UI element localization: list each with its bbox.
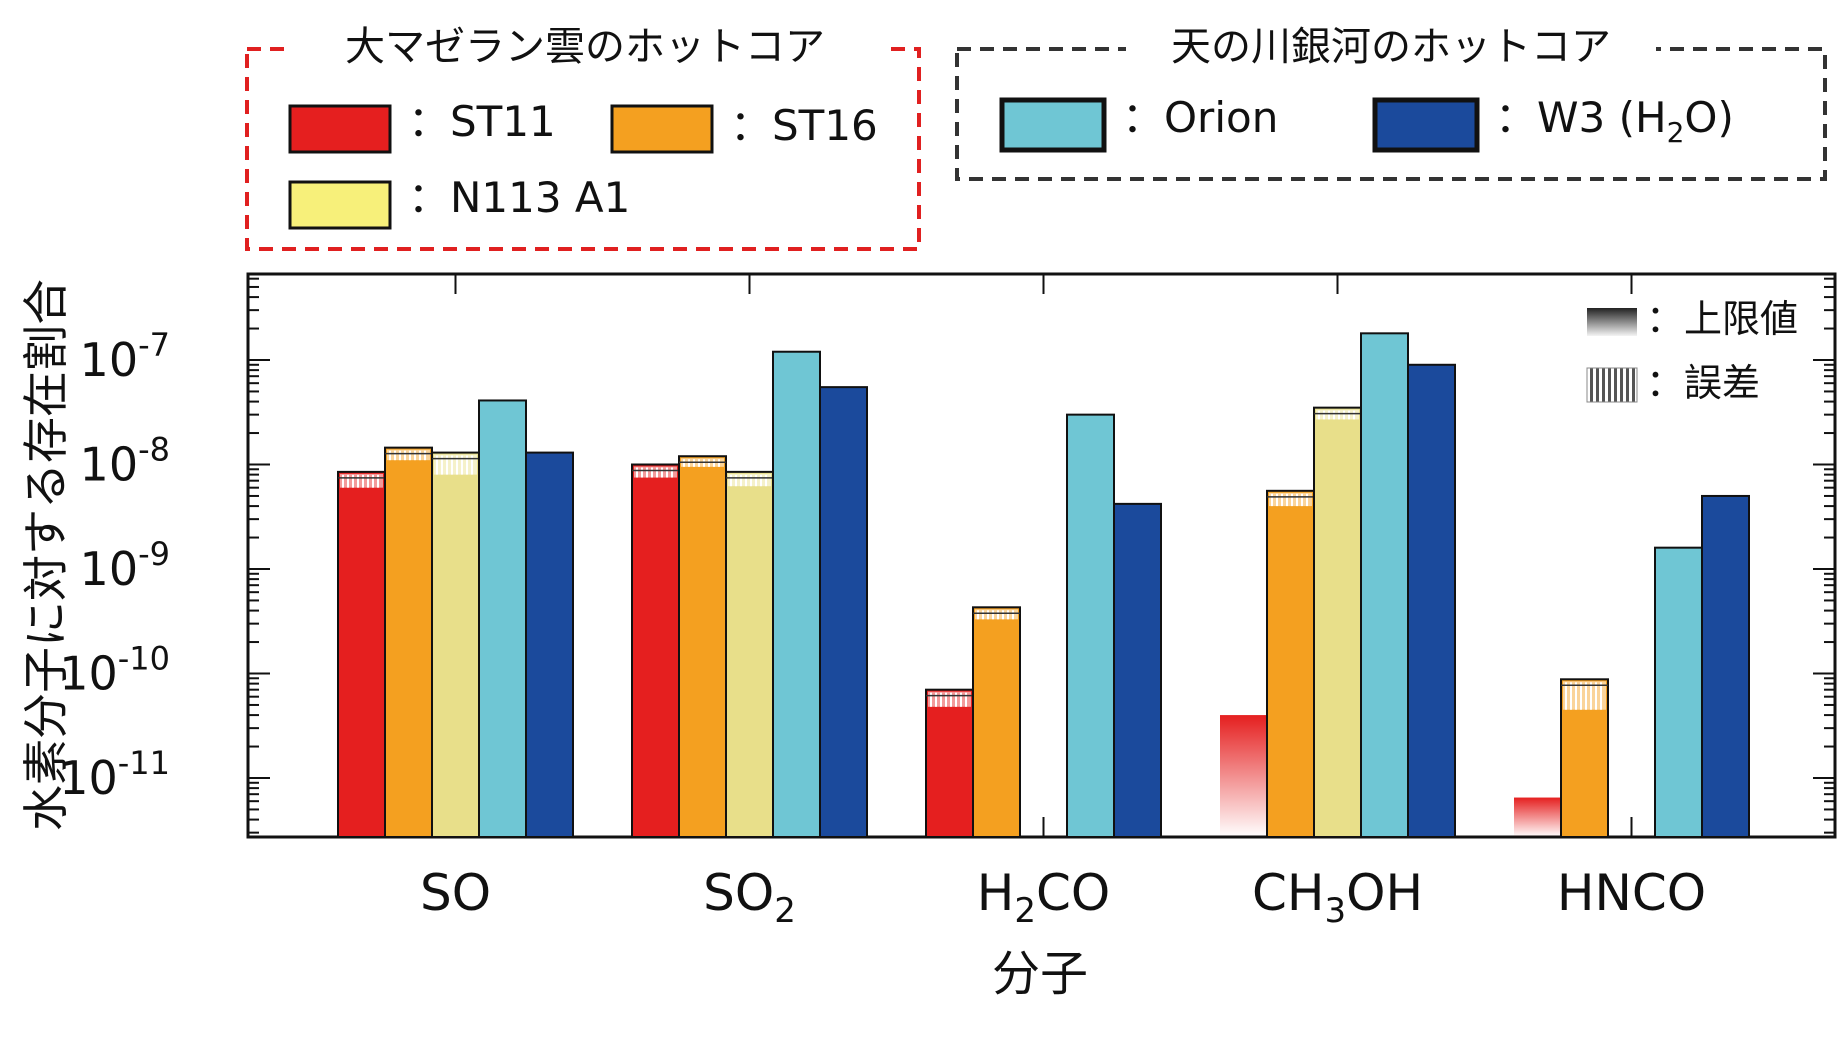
legend-mw-title: 天の川銀河のホットコア bbox=[1171, 24, 1611, 70]
error-band bbox=[1314, 409, 1361, 420]
error-band-fill bbox=[928, 691, 971, 707]
x-tick-label: H2CO bbox=[977, 864, 1111, 931]
bar bbox=[478, 399, 527, 838]
bar bbox=[1066, 413, 1115, 838]
error-band-fill bbox=[975, 609, 1018, 620]
bar bbox=[925, 688, 974, 838]
x-tick-label: CH3OH bbox=[1252, 864, 1423, 931]
bars bbox=[337, 332, 1750, 839]
y-tick-label: 10-11 bbox=[59, 744, 170, 805]
error-band bbox=[1561, 681, 1608, 710]
bar bbox=[1313, 406, 1362, 838]
bar bbox=[431, 451, 480, 838]
legend-inplot: ：上限値 ：誤差 bbox=[1586, 297, 1798, 405]
error-band bbox=[338, 473, 385, 488]
legend-swatch-st11 bbox=[288, 104, 392, 154]
bar bbox=[819, 386, 868, 838]
error-band-fill bbox=[1316, 409, 1359, 420]
plot-frame bbox=[246, 272, 1837, 839]
x-tick-label: SO bbox=[420, 864, 491, 922]
error-band-fill bbox=[1269, 492, 1312, 507]
x-axis-title: 分子 bbox=[992, 946, 1088, 1002]
bar-upper-limit bbox=[1220, 715, 1267, 837]
error-band-fill bbox=[434, 454, 477, 475]
legend-lmc: 大マゼラン雲のホットコア ：ST11 ：ST16 ：N113 A1 bbox=[245, 22, 921, 251]
error-band-fill bbox=[728, 473, 771, 487]
y-tick-label: 10-10 bbox=[59, 640, 170, 701]
error-band bbox=[385, 449, 432, 461]
legend-label-st11: ：ST11 bbox=[408, 97, 556, 146]
upper-limit-swatch bbox=[1587, 308, 1637, 336]
bar bbox=[337, 470, 386, 838]
error-band-fill bbox=[634, 466, 677, 478]
x-tick-label: HNCO bbox=[1557, 864, 1706, 922]
error-band bbox=[973, 609, 1020, 620]
error-band bbox=[926, 691, 973, 707]
bar-upper-limit bbox=[1514, 797, 1561, 837]
legend-label-n113: ：N113 A1 bbox=[408, 173, 630, 222]
bar bbox=[1654, 546, 1703, 838]
error-band-fill bbox=[340, 473, 383, 488]
bar bbox=[1113, 502, 1162, 838]
bar bbox=[772, 350, 821, 838]
axis-ticks bbox=[248, 274, 1835, 837]
upper-limit-label: ：上限値 bbox=[1646, 297, 1798, 341]
legend-label-st16: ：ST16 bbox=[730, 101, 878, 150]
error-band bbox=[726, 473, 773, 487]
x-tick-label: SO2 bbox=[703, 864, 796, 931]
legend-lmc-title: 大マゼラン雲のホットコア bbox=[345, 24, 825, 70]
y-tick-label: 10-9 bbox=[80, 535, 170, 596]
legend-swatch-orion bbox=[999, 97, 1107, 153]
bar bbox=[1701, 494, 1750, 838]
error-label: ：誤差 bbox=[1646, 361, 1760, 405]
legend-mw-frame bbox=[955, 47, 1827, 181]
legend-swatch-w3 bbox=[1372, 97, 1480, 153]
error-band-fill bbox=[387, 449, 430, 461]
error-swatch bbox=[1586, 367, 1638, 403]
error-band bbox=[1267, 492, 1314, 507]
legend-mw: 天の川銀河のホットコア ：Orion ：W3 (H2O) bbox=[955, 22, 1827, 181]
bar bbox=[972, 606, 1021, 838]
bar bbox=[631, 463, 680, 838]
bar bbox=[1360, 332, 1409, 838]
bar bbox=[384, 446, 433, 838]
legend-swatch-st16 bbox=[610, 104, 714, 154]
legend-label-w3: ：W3 (H2O) bbox=[1495, 93, 1734, 149]
y-tick-label: 10-7 bbox=[80, 326, 170, 387]
x-tick-labels: SO SO2 H2CO CH3OH HNCO bbox=[420, 864, 1706, 931]
error-band bbox=[432, 454, 479, 475]
y-tick-label: 10-8 bbox=[80, 431, 170, 492]
bar bbox=[678, 455, 727, 838]
error-band bbox=[632, 466, 679, 478]
bar bbox=[725, 470, 774, 838]
bar bbox=[1407, 363, 1456, 838]
y-tick-labels: 10-7 10-8 10-9 10-10 10-11 bbox=[59, 326, 170, 805]
error-band bbox=[679, 458, 726, 467]
legend-swatch-n113 bbox=[288, 180, 392, 230]
bar bbox=[525, 451, 574, 838]
y-axis-title: 水素分子に対する存在割合 bbox=[19, 279, 73, 831]
legend-label-orion: ：Orion bbox=[1122, 93, 1278, 142]
bar bbox=[1266, 489, 1315, 838]
